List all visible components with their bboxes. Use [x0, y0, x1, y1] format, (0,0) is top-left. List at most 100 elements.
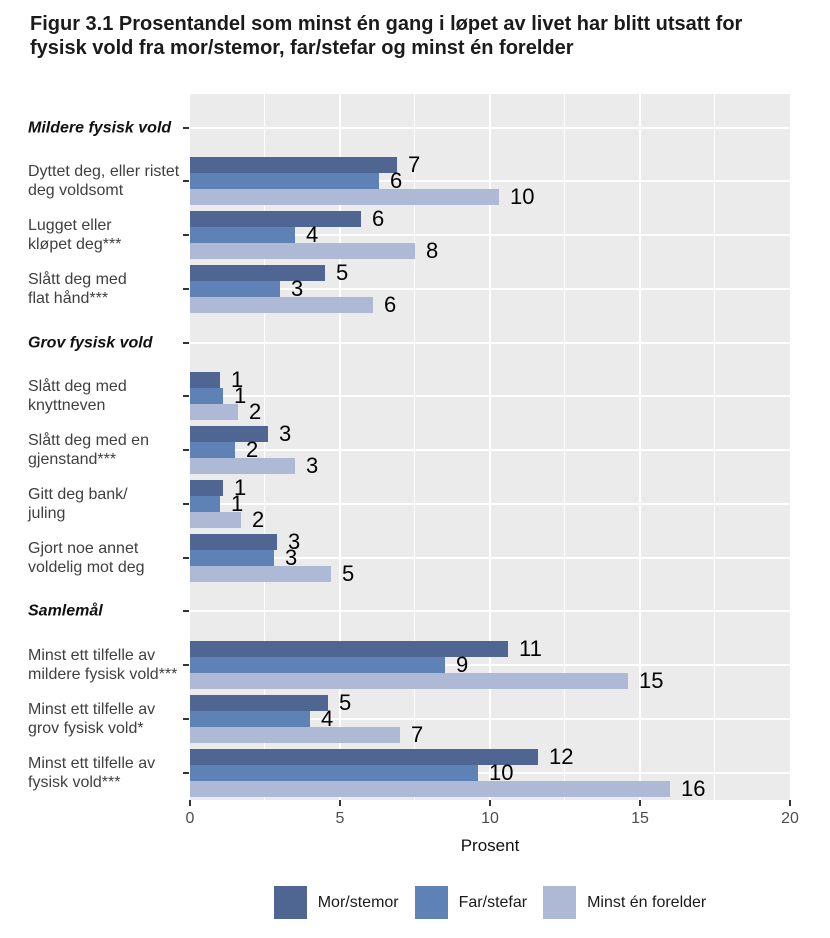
bar-value-label: 4: [321, 705, 334, 731]
legend-swatch-mor-stemor: [273, 886, 307, 919]
bar-mor-stemor: 5: [190, 260, 348, 285]
bar-mor-stemor: 6: [190, 206, 384, 231]
y-axis-tick: [183, 449, 189, 452]
category-label-lugget-eller-kl-pet-deg: Lugget eller kløpet deg***: [28, 216, 121, 254]
category-label-line: juling: [28, 504, 66, 522]
category-label-sl-tt-deg-med-flat-h-nd: Slått deg med flat hånd***: [28, 270, 127, 308]
grid-line-vertical-major: [639, 94, 641, 800]
x-axis-tick: [189, 800, 191, 806]
x-axis-title: Prosent: [460, 836, 520, 855]
category-label-line: voldelig mot deg: [28, 558, 145, 576]
bar-minst-n-forelder: 16: [190, 776, 705, 800]
y-axis-tick: [183, 395, 189, 398]
grid-line-horizontal: [190, 771, 790, 774]
category-label-dyttet-deg-eller-ristet-deg-voldsomt: Dyttet deg, eller ristet deg voldsomt: [28, 162, 179, 200]
chart-title-line2: fysisk vold fra mor/stemor, far/stefar o…: [30, 36, 574, 59]
bar-value-label: 3: [285, 544, 298, 570]
y-axis-tick: [183, 664, 189, 667]
bar-far-stefar: 1: [190, 491, 243, 516]
category-label-line: Gjort noe annet: [28, 539, 139, 557]
section-header-mildere-fysisk-vold: Mildere fysisk vold: [28, 119, 172, 137]
legend-label-far-stefar: Far/stefar: [458, 893, 528, 911]
category-label-line: fysisk vold***: [28, 773, 121, 791]
grid-line-horizontal: [190, 556, 790, 559]
grid-line-vertical-major: [339, 94, 341, 800]
bar-far-stefar: 4: [190, 706, 333, 731]
category-label-gjort-noe-annet-voldelig-mot-deg: Gjort noe annet voldelig mot deg: [28, 539, 145, 577]
bar-value-label: 6: [384, 291, 397, 317]
category-label-line: Minst ett tilfelle av: [28, 754, 156, 772]
y-axis-tick: [183, 717, 189, 720]
chart-title: Figur 3.1 Prosentandel som minst én gang…: [30, 13, 820, 60]
grid-line-horizontal: [190, 610, 790, 613]
bar-value-label: 10: [510, 184, 535, 210]
category-label-line: kløpet deg***: [28, 236, 122, 254]
grid-line-vertical-minor: [714, 94, 716, 800]
grid-line-horizontal: [190, 234, 790, 237]
y-axis-tick: [183, 287, 189, 290]
bar-minst-n-forelder: 2: [190, 399, 261, 424]
category-label-minst-ett-tilfelle-av-mildere-fysisk-vold: Minst ett tilfelle av mildere fysisk vold…: [28, 646, 177, 684]
x-axis-tick: [639, 800, 641, 806]
grid-line-horizontal: [190, 126, 790, 129]
bar-minst-n-forelder: 15: [190, 668, 663, 693]
bar-value-label: 11: [519, 636, 542, 662]
grid-line-horizontal: [190, 449, 790, 452]
category-label-line: knyttneven: [28, 397, 106, 415]
category-label-line: flat hånd***: [28, 289, 109, 307]
category-label-line: Minst ett tilfelle av: [28, 647, 156, 665]
category-label-line: Slått deg med: [28, 378, 127, 396]
bar-value-label: 1: [231, 367, 244, 393]
bar-value-label: 5: [336, 259, 349, 285]
bar-minst-n-forelder: 7: [190, 722, 423, 747]
x-axis-tick-label: 10: [481, 810, 499, 827]
bar-value-label: 6: [372, 206, 385, 232]
category-label-gitt-deg-bank-juling: Gitt deg bank/juling: [28, 485, 128, 523]
y-axis-tick: [183, 556, 189, 559]
grid-line-horizontal: [190, 341, 790, 344]
category-label-line: grov fysisk vold*: [28, 719, 144, 737]
bar-far-stefar: 6: [190, 168, 402, 193]
bar-mor-stemor: 3: [190, 421, 291, 446]
bar-value-label: 8: [426, 238, 439, 264]
legend: Mor/stemor Far/stefar Minst én forelder: [190, 886, 790, 919]
bar-value-label: 10: [489, 759, 514, 785]
grid-line-vertical-minor: [564, 94, 566, 800]
bar-mor-stemor: 3: [190, 529, 300, 554]
x-axis-tick-label: 0: [185, 810, 195, 827]
bar-value-label: 4: [306, 222, 319, 248]
bar-far-stefar: 9: [190, 652, 468, 677]
bar-value-label: 5: [339, 689, 352, 715]
category-label-line: deg voldsomt: [28, 182, 124, 200]
x-axis-tick-label: 20: [781, 810, 799, 827]
category-label-line: Lugget eller: [28, 217, 112, 235]
y-axis-tick: [183, 502, 189, 505]
section-header-samlem-l: Samlemål: [28, 602, 103, 620]
bar-value-label: 2: [249, 399, 262, 425]
bar-mor-stemor: 1: [190, 475, 246, 500]
bar-value-label: 3: [306, 453, 319, 479]
bar-value-label: 7: [408, 152, 421, 178]
category-label-sl-tt-deg-med-knyttneven: Slått deg med knyttneven: [28, 377, 127, 415]
bar-minst-n-forelder: 5: [190, 561, 354, 586]
x-axis-tick: [489, 800, 491, 806]
bar-value-label: 9: [456, 652, 469, 678]
bar-minst-n-forelder: 10: [190, 184, 534, 209]
bar-minst-n-forelder: 3: [190, 453, 318, 478]
y-axis-tick: [183, 341, 189, 344]
bar-minst-n-forelder: 2: [190, 507, 264, 532]
legend-item-minst-n-forelder: Minst én forelder: [543, 886, 706, 919]
plot-panel: 7 6 10 6 4 8 5 3 6 1 1 2 3 2 3 1 1 2 3 3 5 11 9 15 5 4 7 12 10 16: [190, 94, 790, 800]
bar-value-label: 6: [390, 168, 403, 194]
y-axis-tick: [183, 610, 189, 613]
grid-line-horizontal: [190, 180, 790, 183]
grid-line-horizontal: [190, 395, 790, 398]
category-label-minst-ett-tilfelle-av-grov-fysisk-vold: Minst ett tilfelle av grov fysisk vold*: [28, 700, 155, 738]
bar-value-label: 1: [234, 474, 247, 500]
bar-value-label: 3: [288, 528, 301, 554]
category-label-line: Minst ett tilfelle av: [28, 700, 156, 718]
y-axis-tick: [183, 180, 189, 183]
legend-label-mor-stemor: Mor/stemor: [317, 893, 399, 911]
bar-far-stefar: 10: [190, 760, 513, 785]
